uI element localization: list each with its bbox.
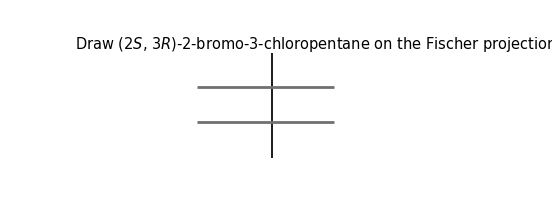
Text: Draw ($\bf{\mathit{2S}}$, $\bf{\mathit{3R}}$)-2-bromo-3-chloropentane on the Fis: Draw ($\bf{\mathit{2S}}$, $\bf{\mathit{3… xyxy=(76,35,552,54)
